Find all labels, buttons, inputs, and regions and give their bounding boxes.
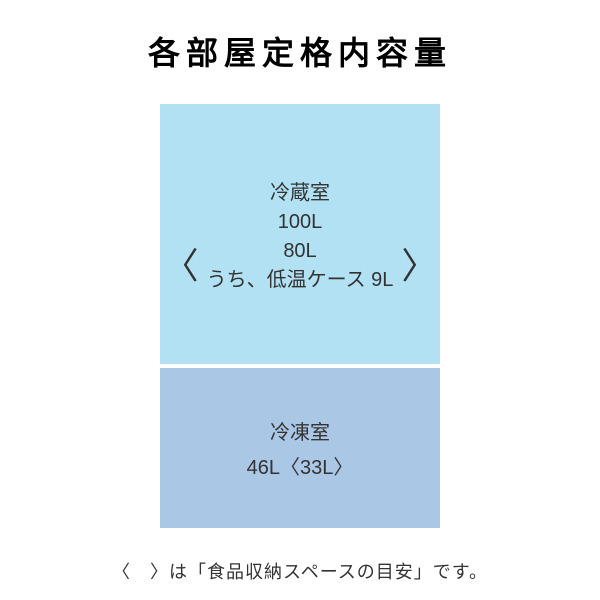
- freezer-label: 冷凍室: [270, 416, 330, 445]
- capacity-diagram: 冷蔵室 100L 〈 80L うち、低温ケース 9L 〉 冷凍室 46L〈33L…: [160, 104, 440, 528]
- page-title: 各部屋定格内容量: [148, 28, 452, 74]
- fridge-bracket-content: 80L うち、低温ケース 9L: [201, 240, 400, 292]
- right-bracket-icon: 〉: [401, 248, 437, 284]
- fridge-bracket-row: 〈 80L うち、低温ケース 9L 〉: [163, 240, 438, 292]
- footnote-text: 〈 〉は「食品収納スペースの目安」です。: [112, 558, 488, 584]
- fridge-compartment: 冷蔵室 100L 〈 80L うち、低温ケース 9L 〉: [160, 104, 440, 364]
- fridge-total-value: 100L: [278, 211, 323, 234]
- left-bracket-icon: 〈: [163, 248, 199, 284]
- freezer-compartment: 冷凍室 46L〈33L〉: [160, 368, 440, 528]
- fridge-sub-value: 80L: [283, 240, 316, 263]
- fridge-label: 冷蔵室: [270, 176, 330, 205]
- freezer-value: 46L〈33L〉: [247, 451, 354, 480]
- fridge-low-temp-case: うち、低温ケース 9L: [207, 263, 394, 292]
